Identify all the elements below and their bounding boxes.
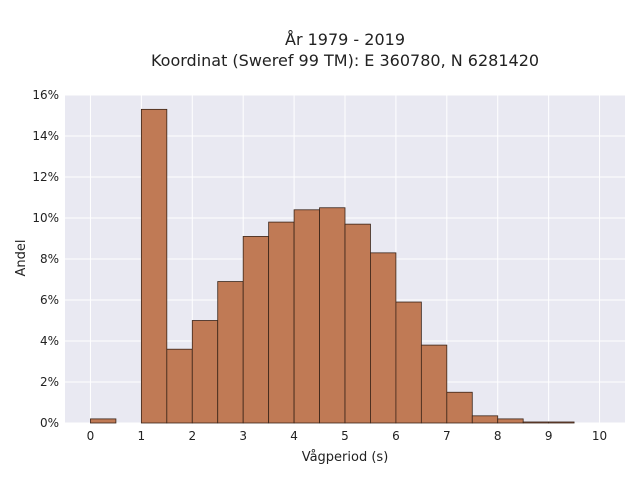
x-tick-label: 6	[392, 429, 400, 443]
histogram-bar	[191, 320, 219, 424]
histogram-bar	[242, 236, 270, 424]
histogram-bar	[90, 418, 117, 424]
histogram-bar	[420, 344, 448, 424]
histogram-bar	[497, 418, 524, 424]
chart-title-line1: År 1979 - 2019	[285, 30, 405, 49]
y-tick-label: 2%	[40, 375, 59, 389]
x-tick-label: 10	[592, 429, 607, 443]
histogram-bar	[370, 252, 397, 424]
y-tick-label: 12%	[32, 170, 59, 184]
histogram-bar	[140, 108, 168, 424]
x-tick-label: 3	[239, 429, 247, 443]
x-tick-label: 4	[290, 429, 298, 443]
histogram-bar	[446, 391, 473, 424]
y-tick-label: 8%	[40, 252, 59, 266]
histogram-bar	[319, 207, 346, 424]
y-tick-label: 16%	[32, 88, 59, 102]
x-tick-label: 1	[138, 429, 146, 443]
histogram-bar	[166, 348, 193, 424]
y-tick-label: 4%	[40, 334, 59, 348]
histogram-bar	[217, 281, 244, 424]
x-axis-label: Vågperiod (s)	[302, 450, 389, 465]
histogram-bar	[395, 301, 422, 424]
x-axis-ticks: 0 1 2 3 4 5 6 7 8 9 10	[87, 429, 608, 443]
x-tick-label: 7	[443, 429, 451, 443]
histogram-bar	[293, 209, 320, 424]
y-tick-label: 6%	[40, 293, 59, 307]
y-tick-label: 10%	[32, 211, 59, 225]
bars	[90, 108, 575, 424]
x-tick-label: 2	[188, 429, 196, 443]
histogram-bar	[344, 223, 371, 424]
y-axis-ticks: 0% 2% 4% 6% 8% 10% 12% 14% 16%	[32, 88, 59, 430]
histogram-bar	[522, 421, 550, 424]
x-tick-label: 0	[87, 429, 95, 443]
histogram-bar	[268, 221, 295, 424]
y-tick-label: 14%	[32, 129, 59, 143]
histogram-bar	[471, 415, 499, 424]
y-tick-label: 0%	[40, 416, 59, 430]
histogram-bar	[548, 421, 575, 424]
x-tick-label: 8	[494, 429, 502, 443]
x-tick-label: 5	[341, 429, 349, 443]
y-axis-label: Andel	[14, 240, 29, 277]
x-tick-label: 9	[545, 429, 553, 443]
chart-title-line2: Koordinat (Sweref 99 TM): E 360780, N 62…	[151, 51, 539, 70]
